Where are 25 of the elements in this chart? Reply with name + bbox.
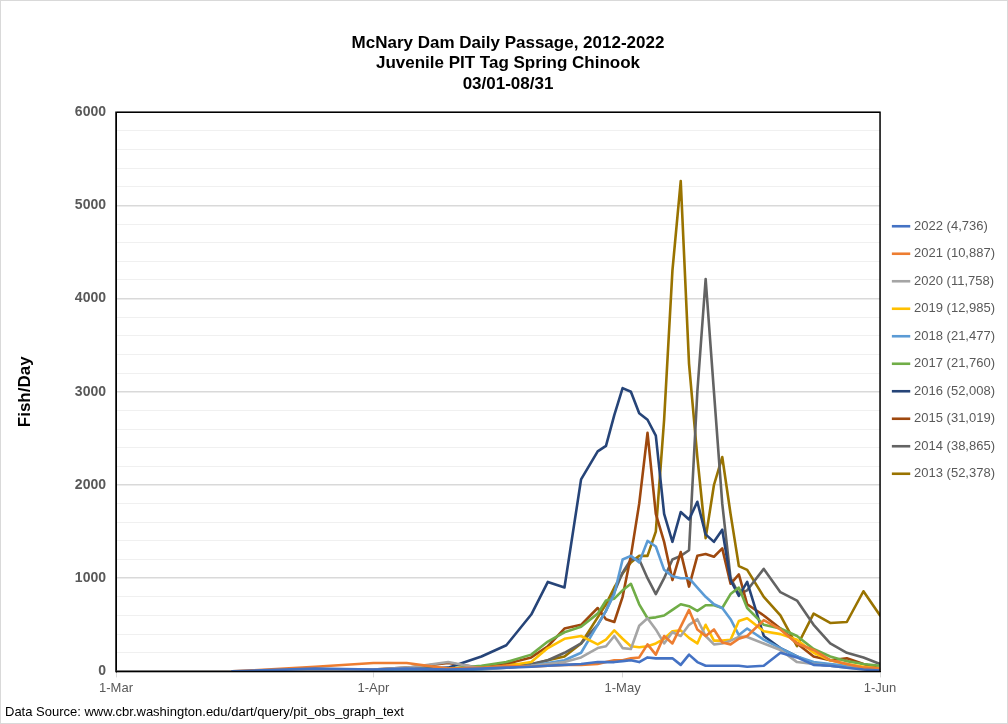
legend-label: 2017 (21,760) [914, 355, 995, 371]
legend-label: 2016 (52,008) [914, 382, 995, 398]
x-tick-label: 1-Jun [863, 679, 897, 695]
x-tick-label: 1-Mar [99, 679, 134, 695]
legend-label: 2014 (38,865) [914, 437, 995, 453]
x-tick-label: 1-Apr [357, 679, 391, 695]
legend-label: 2013 (52,378) [914, 465, 995, 481]
y-tick-label: 5000 [74, 196, 107, 213]
legend-label: 2021 (10,887) [914, 245, 995, 261]
y-tick-label: 2000 [74, 475, 107, 492]
y-tick-label: 4000 [74, 289, 107, 306]
legend-label: 2015 (31,019) [914, 410, 995, 426]
x-tick-label: 1-May [604, 679, 642, 695]
y-tick-label: 1000 [74, 569, 107, 586]
legend-label: 2020 (11,758) [914, 272, 995, 288]
y-tick-label: 3000 [74, 382, 107, 399]
chart-title: McNary Dam Daily Passage, 2012-2022 [351, 32, 665, 52]
legend-label: 2019 (12,985) [914, 300, 995, 316]
source-note: Data Source: www.cbr.washington.edu/dart/query/pit_obs_graph_text [5, 704, 404, 719]
legend-label: 2022 (4,736) [914, 217, 988, 233]
y-tick-label: 6000 [74, 103, 107, 120]
legend-label: 2018 (21,477) [914, 327, 995, 343]
chart-subtitle: Juvenile PIT Tag Spring Chinook 03/01-08/31 [375, 53, 641, 93]
y-axis-title: Fish/Day [14, 355, 34, 428]
y-tick-label: 0 [98, 662, 107, 679]
